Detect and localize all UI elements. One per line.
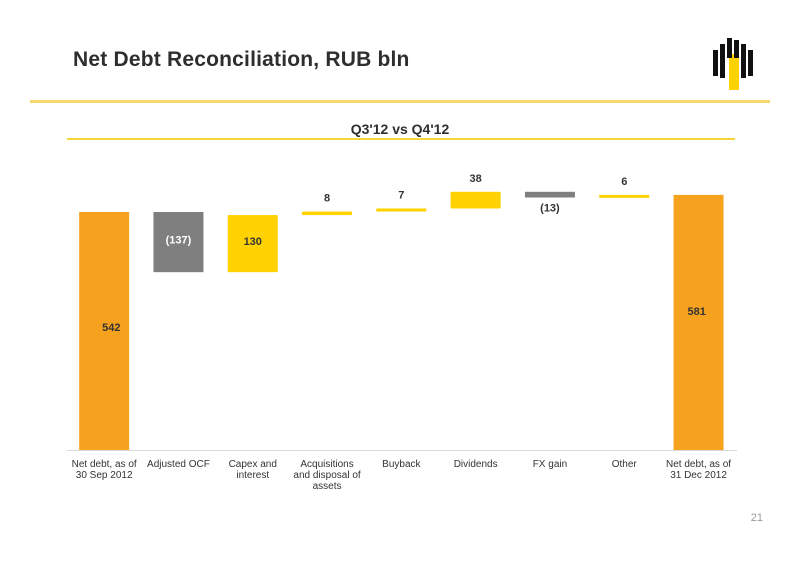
x-tick-label: Adjusted OCF [147,459,210,470]
x-tick-label: Buyback [382,459,421,470]
rosneft-logo-icon [713,38,753,90]
data-label: 581 [688,306,706,318]
bar [599,194,650,198]
x-tick-label: Acquisitions and disposal of assets [293,459,360,492]
bar [79,212,130,450]
bar [376,208,427,212]
bar [153,212,204,273]
x-tick-label: Dividends [454,459,498,470]
data-label: 6 [621,176,627,188]
x-tick-label: Other [612,459,638,470]
x-tick-label: FX gain [533,459,567,470]
page-number: 21 [750,512,763,524]
bar [673,194,724,450]
data-label: 7 [398,189,404,201]
subtitle-underline [67,138,735,140]
bar [524,191,575,198]
data-label: 8 [324,193,330,205]
bar [450,191,501,209]
page-title: Net Debt Reconciliation, RUB bln [73,48,410,71]
x-tick-label: Capex and interest [229,459,277,481]
data-label: (137) [166,234,192,246]
data-label: 542 [102,322,120,334]
header-divider [30,100,770,103]
bar [227,215,278,273]
chart-subtitle: Q3'12 vs Q4'12 [350,121,450,137]
bar [302,211,353,216]
x-tick-label: Net debt, as of 31 Dec 2012 [666,459,731,481]
x-tick-label: Net debt, as of 30 Sep 2012 [72,459,137,481]
data-label: (13) [540,203,560,215]
data-label: 130 [244,236,262,248]
data-label: 38 [470,173,482,185]
